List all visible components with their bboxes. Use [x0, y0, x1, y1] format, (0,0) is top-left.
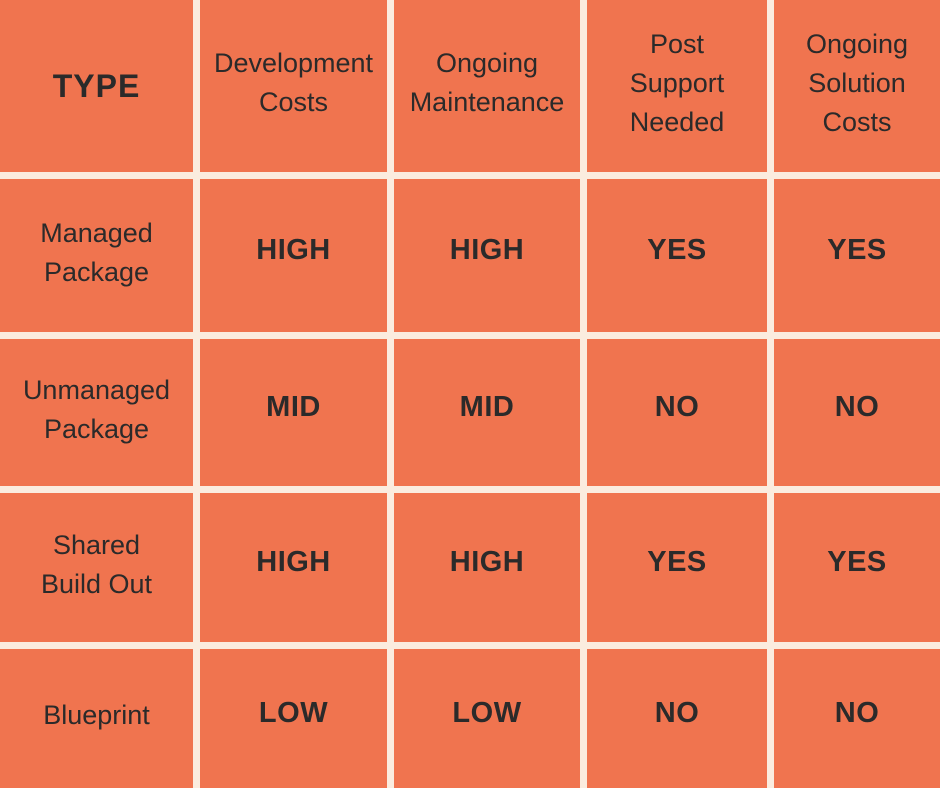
cell-blueprint-development-costs: LOW: [200, 649, 387, 788]
header-cell-ongoing-solution-costs: Ongoing Solution Costs: [774, 0, 940, 172]
cell-managed-post-support: YES: [587, 179, 767, 332]
header-cell-post-support-needed: Post Support Needed: [587, 0, 767, 172]
header-cell-type: TYPE: [0, 0, 193, 172]
cell-shared-solution-costs: YES: [774, 493, 940, 642]
cell-unmanaged-solution-costs: NO: [774, 339, 940, 486]
cell-blueprint-solution-costs: NO: [774, 649, 940, 788]
row-label-managed-package: Managed Package: [0, 179, 193, 332]
cell-unmanaged-development-costs: MID: [200, 339, 387, 486]
header-cell-development-costs: Development Costs: [200, 0, 387, 172]
cell-blueprint-post-support: NO: [587, 649, 767, 788]
row-label-blueprint: Blueprint: [0, 649, 193, 788]
cell-managed-solution-costs: YES: [774, 179, 940, 332]
row-label-unmanaged-package: Unmanaged Package: [0, 339, 193, 486]
cell-managed-development-costs: HIGH: [200, 179, 387, 332]
cell-shared-post-support: YES: [587, 493, 767, 642]
header-cell-ongoing-maintenance: Ongoing Maintenance: [394, 0, 580, 172]
cell-managed-ongoing-maintenance: HIGH: [394, 179, 580, 332]
cell-shared-ongoing-maintenance: HIGH: [394, 493, 580, 642]
row-label-shared-build-out: Shared Build Out: [0, 493, 193, 642]
cell-unmanaged-ongoing-maintenance: MID: [394, 339, 580, 486]
cell-shared-development-costs: HIGH: [200, 493, 387, 642]
cell-blueprint-ongoing-maintenance: LOW: [394, 649, 580, 788]
cell-unmanaged-post-support: NO: [587, 339, 767, 486]
